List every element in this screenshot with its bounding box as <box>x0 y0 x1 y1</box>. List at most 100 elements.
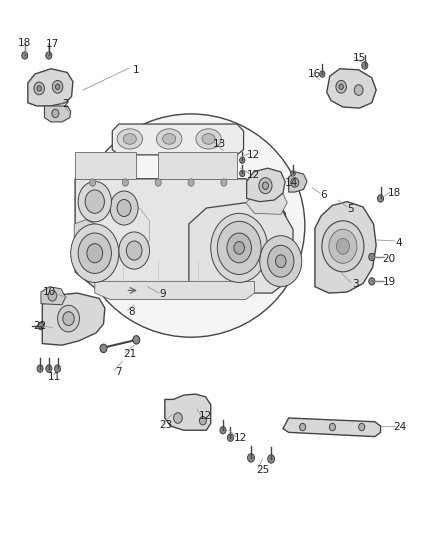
Text: 12: 12 <box>247 150 260 160</box>
Polygon shape <box>246 168 285 201</box>
Circle shape <box>71 224 119 282</box>
Circle shape <box>37 86 41 91</box>
Circle shape <box>155 179 161 186</box>
Polygon shape <box>288 172 306 192</box>
Circle shape <box>100 344 107 353</box>
Circle shape <box>89 179 95 186</box>
Ellipse shape <box>195 129 221 149</box>
Circle shape <box>78 181 111 222</box>
Polygon shape <box>112 124 243 155</box>
Circle shape <box>239 157 244 164</box>
Circle shape <box>226 233 251 263</box>
Circle shape <box>258 177 272 193</box>
Text: 14: 14 <box>284 177 298 188</box>
Text: 5: 5 <box>347 204 353 214</box>
Circle shape <box>219 426 226 434</box>
Circle shape <box>336 238 349 254</box>
Circle shape <box>353 85 362 95</box>
Circle shape <box>37 365 43 372</box>
Text: 7: 7 <box>114 367 121 377</box>
Ellipse shape <box>77 114 304 337</box>
Text: 3: 3 <box>351 279 358 288</box>
Text: 20: 20 <box>382 254 395 263</box>
Circle shape <box>21 52 28 59</box>
Polygon shape <box>95 281 254 300</box>
Circle shape <box>262 182 268 189</box>
Circle shape <box>46 365 52 372</box>
Text: 13: 13 <box>212 139 226 149</box>
Text: 12: 12 <box>247 170 260 180</box>
Polygon shape <box>75 152 136 179</box>
Circle shape <box>133 336 140 344</box>
Polygon shape <box>41 287 65 305</box>
Circle shape <box>52 80 63 93</box>
Circle shape <box>361 62 367 69</box>
Circle shape <box>119 232 149 269</box>
Circle shape <box>299 423 305 431</box>
Circle shape <box>328 229 356 263</box>
Text: 15: 15 <box>352 53 365 63</box>
Circle shape <box>217 221 261 274</box>
Text: 16: 16 <box>307 69 321 79</box>
Circle shape <box>87 244 102 263</box>
Text: 19: 19 <box>382 278 395 287</box>
Text: 12: 12 <box>233 433 247 443</box>
Polygon shape <box>28 69 73 106</box>
Circle shape <box>34 82 44 95</box>
Circle shape <box>319 71 324 77</box>
Ellipse shape <box>123 134 136 144</box>
Circle shape <box>173 413 182 423</box>
Circle shape <box>63 312 74 326</box>
Ellipse shape <box>156 129 181 149</box>
Circle shape <box>267 455 274 463</box>
Text: 11: 11 <box>48 372 61 382</box>
Circle shape <box>52 109 59 118</box>
Circle shape <box>46 52 52 59</box>
Text: 25: 25 <box>255 465 268 474</box>
Circle shape <box>199 416 206 425</box>
Circle shape <box>126 241 142 260</box>
Text: 8: 8 <box>127 306 134 317</box>
Polygon shape <box>283 418 380 437</box>
Text: 6: 6 <box>320 190 326 200</box>
Circle shape <box>78 233 111 273</box>
Polygon shape <box>158 152 237 179</box>
Circle shape <box>290 177 298 187</box>
Circle shape <box>259 236 301 287</box>
Text: 4: 4 <box>395 238 401 247</box>
Circle shape <box>117 199 131 216</box>
Circle shape <box>247 454 254 462</box>
Text: 18: 18 <box>387 188 400 198</box>
Circle shape <box>328 423 335 431</box>
Circle shape <box>110 191 138 225</box>
Circle shape <box>48 290 57 301</box>
Polygon shape <box>314 201 375 293</box>
Text: 9: 9 <box>159 289 166 299</box>
Circle shape <box>85 190 104 213</box>
Text: 23: 23 <box>159 420 172 430</box>
Ellipse shape <box>201 134 215 144</box>
Circle shape <box>338 84 343 90</box>
Text: 21: 21 <box>123 349 136 359</box>
Circle shape <box>54 365 60 372</box>
Text: 2: 2 <box>62 99 69 109</box>
Circle shape <box>267 245 293 277</box>
Circle shape <box>321 221 363 272</box>
Text: 22: 22 <box>33 321 46 331</box>
Circle shape <box>335 80 346 93</box>
Circle shape <box>377 195 383 202</box>
Text: 18: 18 <box>18 38 31 48</box>
Text: 1: 1 <box>133 65 139 75</box>
Circle shape <box>358 423 364 431</box>
Polygon shape <box>164 394 210 430</box>
Circle shape <box>368 278 374 285</box>
Text: 17: 17 <box>46 39 59 49</box>
Text: 12: 12 <box>198 411 212 422</box>
Circle shape <box>38 322 44 330</box>
Circle shape <box>290 171 294 176</box>
Polygon shape <box>42 293 105 345</box>
Polygon shape <box>74 220 95 249</box>
Circle shape <box>275 255 286 268</box>
Polygon shape <box>75 179 289 293</box>
Text: 24: 24 <box>392 422 406 432</box>
